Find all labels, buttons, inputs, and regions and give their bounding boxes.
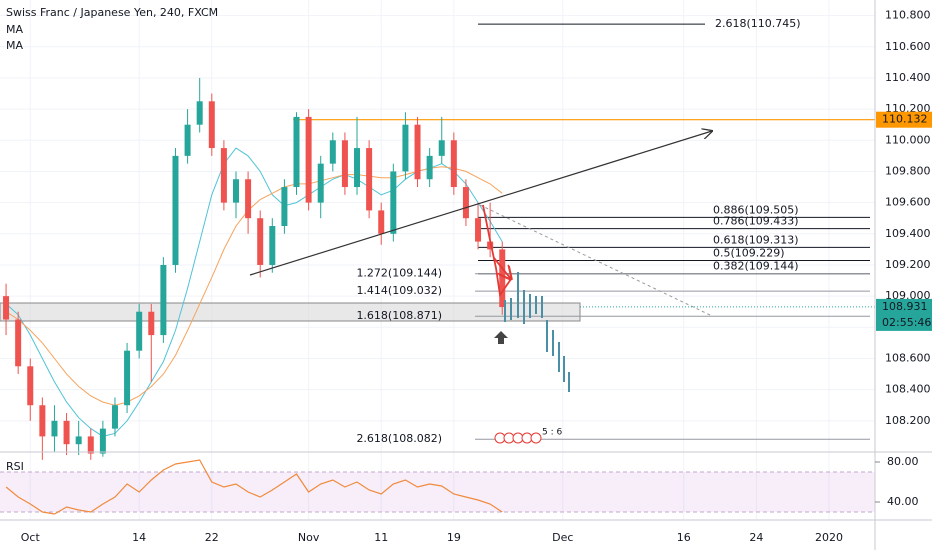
candle-body [354, 148, 361, 188]
candle-body [269, 226, 276, 265]
candle-body [378, 210, 385, 234]
y-tick-label: 109.400 [885, 227, 931, 240]
fib-label: 0.5(109.229) [713, 246, 785, 259]
y-tick-label: 109.000 [885, 289, 931, 302]
rsi-tick-label: 40.00 [887, 495, 919, 508]
candle-body [27, 366, 34, 406]
price-tag-label: 108.931 [882, 300, 928, 313]
countdown: 02:55:46 [882, 316, 931, 329]
candle-body [402, 124, 409, 172]
candle-body [438, 140, 445, 156]
candle-body [257, 218, 264, 265]
candle-body [329, 140, 336, 164]
x-tick-label: 22 [205, 531, 219, 544]
candle-body [87, 436, 94, 454]
fib-label: 1.414(109.032) [356, 284, 442, 297]
candle-body [390, 171, 397, 234]
trendline [249, 131, 712, 276]
dotted-line [479, 204, 711, 316]
y-tick-label: 110.000 [885, 133, 931, 146]
candle-body [39, 405, 46, 437]
rsi-line [5, 459, 503, 515]
red-arrow [493, 257, 511, 279]
candle-body [75, 436, 82, 445]
event-icons [494, 432, 542, 444]
y-tick-label: 110.400 [885, 71, 931, 84]
price-tag [876, 111, 932, 128]
fib-label: 0.618(109.313) [713, 233, 799, 246]
candle-body [414, 124, 421, 180]
y-tick-label: 109.600 [885, 196, 931, 209]
candle-body [160, 264, 167, 336]
candle-body [245, 179, 252, 219]
x-tick-label: 19 [447, 531, 461, 544]
y-tick-label: 109.200 [885, 258, 931, 271]
event-count: 5 : 6 [542, 428, 562, 438]
candle-body [196, 101, 203, 125]
fib-label: 1.272(109.144) [356, 267, 442, 280]
y-tick-label: 109.800 [885, 164, 931, 177]
candle-body [99, 428, 106, 454]
projection [504, 272, 570, 392]
support-zone [0, 302, 581, 322]
candle-body [487, 241, 494, 250]
candle-body [124, 350, 131, 406]
candle-body [341, 140, 348, 188]
price-tag [876, 298, 932, 331]
candle-body [317, 163, 324, 203]
legend-entry: MA [6, 23, 23, 36]
candle-body [51, 420, 58, 437]
fib-label: 0.382(109.144) [713, 260, 799, 273]
y-tick-label: 110.600 [885, 40, 931, 53]
candle-body [15, 319, 22, 367]
price-tag-label: 110.132 [882, 113, 928, 126]
candle-body [63, 420, 70, 445]
x-tick-label: 14 [132, 531, 146, 544]
candle-body [172, 155, 179, 265]
candle-body [136, 311, 143, 351]
x-tick-label: Oct [21, 531, 41, 544]
fib-label: 0.886(109.505) [713, 203, 799, 216]
candle-body [232, 179, 239, 203]
candle-body [426, 155, 433, 180]
candle-body [293, 116, 300, 188]
y-tick-label: 108.600 [885, 351, 931, 364]
y-tick-label: 108.200 [885, 414, 931, 427]
fib-label: 0.786(109.433) [713, 215, 799, 228]
y-tick-label: 110.800 [885, 9, 931, 22]
rsi-label: RSI [6, 460, 24, 473]
x-tick-label: 2020 [815, 531, 843, 544]
fib-label: 1.618(108.871) [356, 309, 442, 322]
x-tick-label: 16 [677, 531, 691, 544]
candle-body [475, 218, 482, 242]
candle-body [462, 187, 469, 219]
x-tick-label: Dec [552, 531, 573, 544]
x-tick-label: 11 [374, 531, 388, 544]
x-tick-label: Nov [298, 531, 320, 544]
y-tick-label: 108.400 [885, 383, 931, 396]
candle-body [184, 124, 191, 156]
candle-body [111, 405, 118, 429]
candle-body [208, 101, 215, 149]
red-path [482, 204, 512, 298]
x-tick-label: 24 [749, 531, 763, 544]
fib-label: 2.618(108.082) [356, 432, 442, 445]
candle-body [305, 116, 312, 203]
candle-body [366, 148, 373, 211]
candle-body [281, 187, 288, 226]
candle-body [220, 148, 227, 203]
up-arrow-icon [494, 331, 508, 344]
chart-title: Swiss Franc / Japanese Yen, 240, FXCM [6, 6, 218, 19]
rsi-tick-label: 80.00 [887, 455, 919, 468]
candle-body [450, 140, 457, 188]
candle-body [3, 296, 10, 320]
rsi-band [0, 472, 875, 512]
candle-body [499, 249, 506, 308]
fib-label: 2.618(110.745) [715, 17, 801, 30]
legend-entry: MA [6, 39, 23, 52]
candle-body [148, 311, 155, 336]
